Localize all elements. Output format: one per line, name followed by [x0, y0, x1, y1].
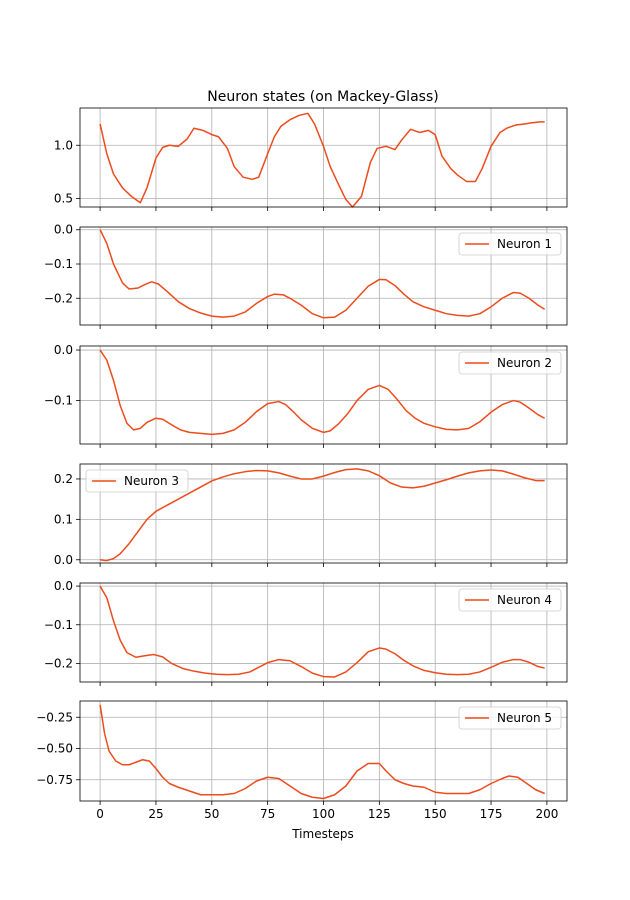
chart-title: Neuron states (on Mackey-Glass): [207, 89, 438, 105]
x-tick-label: 75: [260, 807, 275, 821]
legend-box: [458, 706, 562, 730]
subplot-4: 0.0 0.1 0.2 Neuron 3: [54, 463, 568, 567]
legend: Neuron 1: [458, 232, 562, 256]
legend: Neuron 5: [458, 706, 562, 730]
y-tick-label: −0.2: [44, 291, 73, 305]
subplot-5: 0.0 −0.1 −0.2 Neuron 4: [44, 579, 568, 686]
series-line: [100, 468, 545, 562]
series-line: [99, 112, 545, 208]
legend-box: [458, 232, 562, 256]
y-tick-label: 0.0: [54, 343, 73, 357]
subplots: 0.5 1.0 0.0 −0.1 −0.2 Neuron 1 0.0 −0.1 Neuron 2…: [36, 107, 568, 821]
x-tick-label: 200: [535, 807, 558, 821]
legend: Neuron 2: [458, 351, 562, 375]
legend-box: [85, 469, 189, 493]
subplot-6: 0 25 50 75 100 125 150 175 200 −0.25 −0.50 −0.75 Neu…: [36, 700, 568, 821]
x-tick-label: 150: [424, 807, 447, 821]
y-tick-label: 0.0: [54, 223, 73, 237]
x-tick-label: 50: [204, 807, 219, 821]
subplot-3: 0.0 −0.1 Neuron 2: [44, 343, 568, 448]
legend-label: Neuron 5: [497, 711, 552, 725]
legend-box: [458, 588, 562, 612]
x-tick-label: 125: [368, 807, 391, 821]
series-line: [99, 585, 545, 678]
y-tick-label: −0.2: [44, 656, 73, 670]
series-line: [99, 349, 546, 436]
x-axis-label: Timesteps: [291, 827, 354, 841]
legend: Neuron 4: [458, 588, 562, 612]
legend-label: Neuron 1: [497, 237, 552, 251]
y-tick-label: −0.1: [44, 257, 73, 271]
y-tick-label: 0.0: [54, 579, 73, 593]
x-tick-label: 100: [312, 807, 335, 821]
y-tick-label: −0.1: [44, 618, 73, 632]
y-tick-label: −0.75: [36, 773, 73, 787]
legend-label: Neuron 2: [497, 356, 552, 370]
y-tick-label: −0.1: [44, 394, 73, 408]
y-tick-label: −0.25: [36, 710, 73, 724]
y-tick-label: 1.0: [54, 138, 73, 152]
legend-box: [458, 351, 562, 375]
subplot-2: 0.0 −0.1 −0.2 Neuron 1: [44, 223, 568, 329]
legend: Neuron 3: [85, 469, 189, 493]
subplot-1: 0.5 1.0: [54, 107, 568, 211]
series-line: [99, 229, 546, 319]
series-line: [99, 704, 545, 800]
y-tick-label: 0.2: [54, 472, 73, 486]
x-tick-label: 25: [148, 807, 163, 821]
y-tick-label: 0.1: [54, 512, 73, 526]
y-tick-label: 0.5: [54, 191, 73, 205]
legend-label: Neuron 4: [497, 593, 552, 607]
x-tick-label: 0: [96, 807, 104, 821]
x-tick-label: 175: [480, 807, 503, 821]
y-tick-label: 0.0: [54, 553, 73, 567]
legend-label: Neuron 3: [124, 474, 179, 488]
y-tick-label: −0.50: [36, 742, 73, 756]
